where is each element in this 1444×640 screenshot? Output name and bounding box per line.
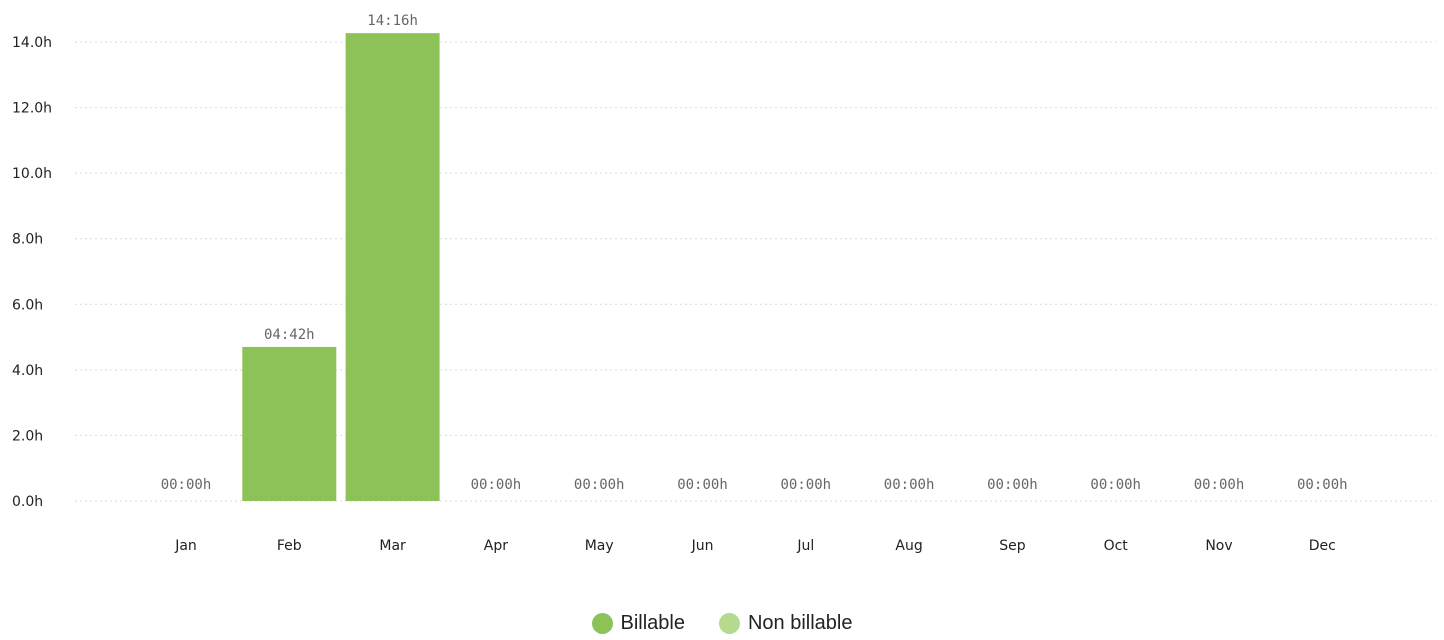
legend-swatch-non-billable: [718, 613, 740, 634]
legend-label-non-billable: Non billable: [747, 612, 853, 634]
x-tick-label: Jul: [796, 538, 814, 554]
legend-label-billable: Billable: [620, 612, 685, 634]
y-tick-label: 2.0h: [12, 428, 43, 444]
legend-item-non-billable[interactable]: Non billable: [718, 612, 853, 635]
data-label: 00:00h: [471, 477, 522, 493]
legend-swatch-billable: [591, 613, 613, 634]
chart-legend: Billable Non billable: [0, 612, 1444, 635]
data-label: 00:00h: [1194, 477, 1245, 493]
x-tick-label: Nov: [1205, 538, 1232, 554]
bar[interactable]: [345, 33, 440, 501]
y-tick-label: 10.0h: [12, 166, 52, 182]
data-label: 00:00h: [1090, 477, 1141, 493]
x-tick-label: Jan: [174, 538, 197, 554]
data-label: 00:00h: [781, 477, 832, 493]
data-label: 00:00h: [884, 477, 935, 493]
x-tick-label: Dec: [1309, 538, 1336, 554]
legend-item-billable[interactable]: Billable: [591, 612, 685, 635]
y-tick-label: 8.0h: [12, 232, 43, 248]
data-label: 04:42h: [264, 327, 315, 343]
bar[interactable]: [242, 346, 337, 501]
data-label: 14:16h: [367, 13, 418, 29]
x-tick-label: Mar: [379, 538, 406, 554]
data-label: 00:00h: [161, 477, 212, 493]
x-tick-label: Apr: [484, 538, 508, 554]
x-tick-label: Oct: [1104, 538, 1129, 554]
data-label: 00:00h: [987, 477, 1038, 493]
y-tick-label: 6.0h: [12, 297, 43, 313]
y-tick-label: 0.0h: [12, 494, 43, 510]
x-tick-label: May: [585, 538, 614, 554]
y-tick-label: 4.0h: [12, 363, 43, 379]
x-tick-label: Feb: [277, 538, 302, 554]
data-label: 00:00h: [677, 477, 728, 493]
data-label: 00:00h: [574, 477, 625, 493]
y-tick-label: 14.0h: [12, 35, 52, 51]
data-label: 00:00h: [1297, 477, 1348, 493]
chart-canvas: 0.0h 2.0h 4.0h 6.0h 8.0h 10.0h 12.0h 14.0h 00:00…: [12, 13, 1436, 554]
x-tick-label: Sep: [999, 538, 1026, 554]
x-tick-label: Jun: [691, 538, 714, 554]
y-tick-label: 12.0h: [12, 101, 52, 117]
x-tick-label: Aug: [895, 538, 922, 554]
